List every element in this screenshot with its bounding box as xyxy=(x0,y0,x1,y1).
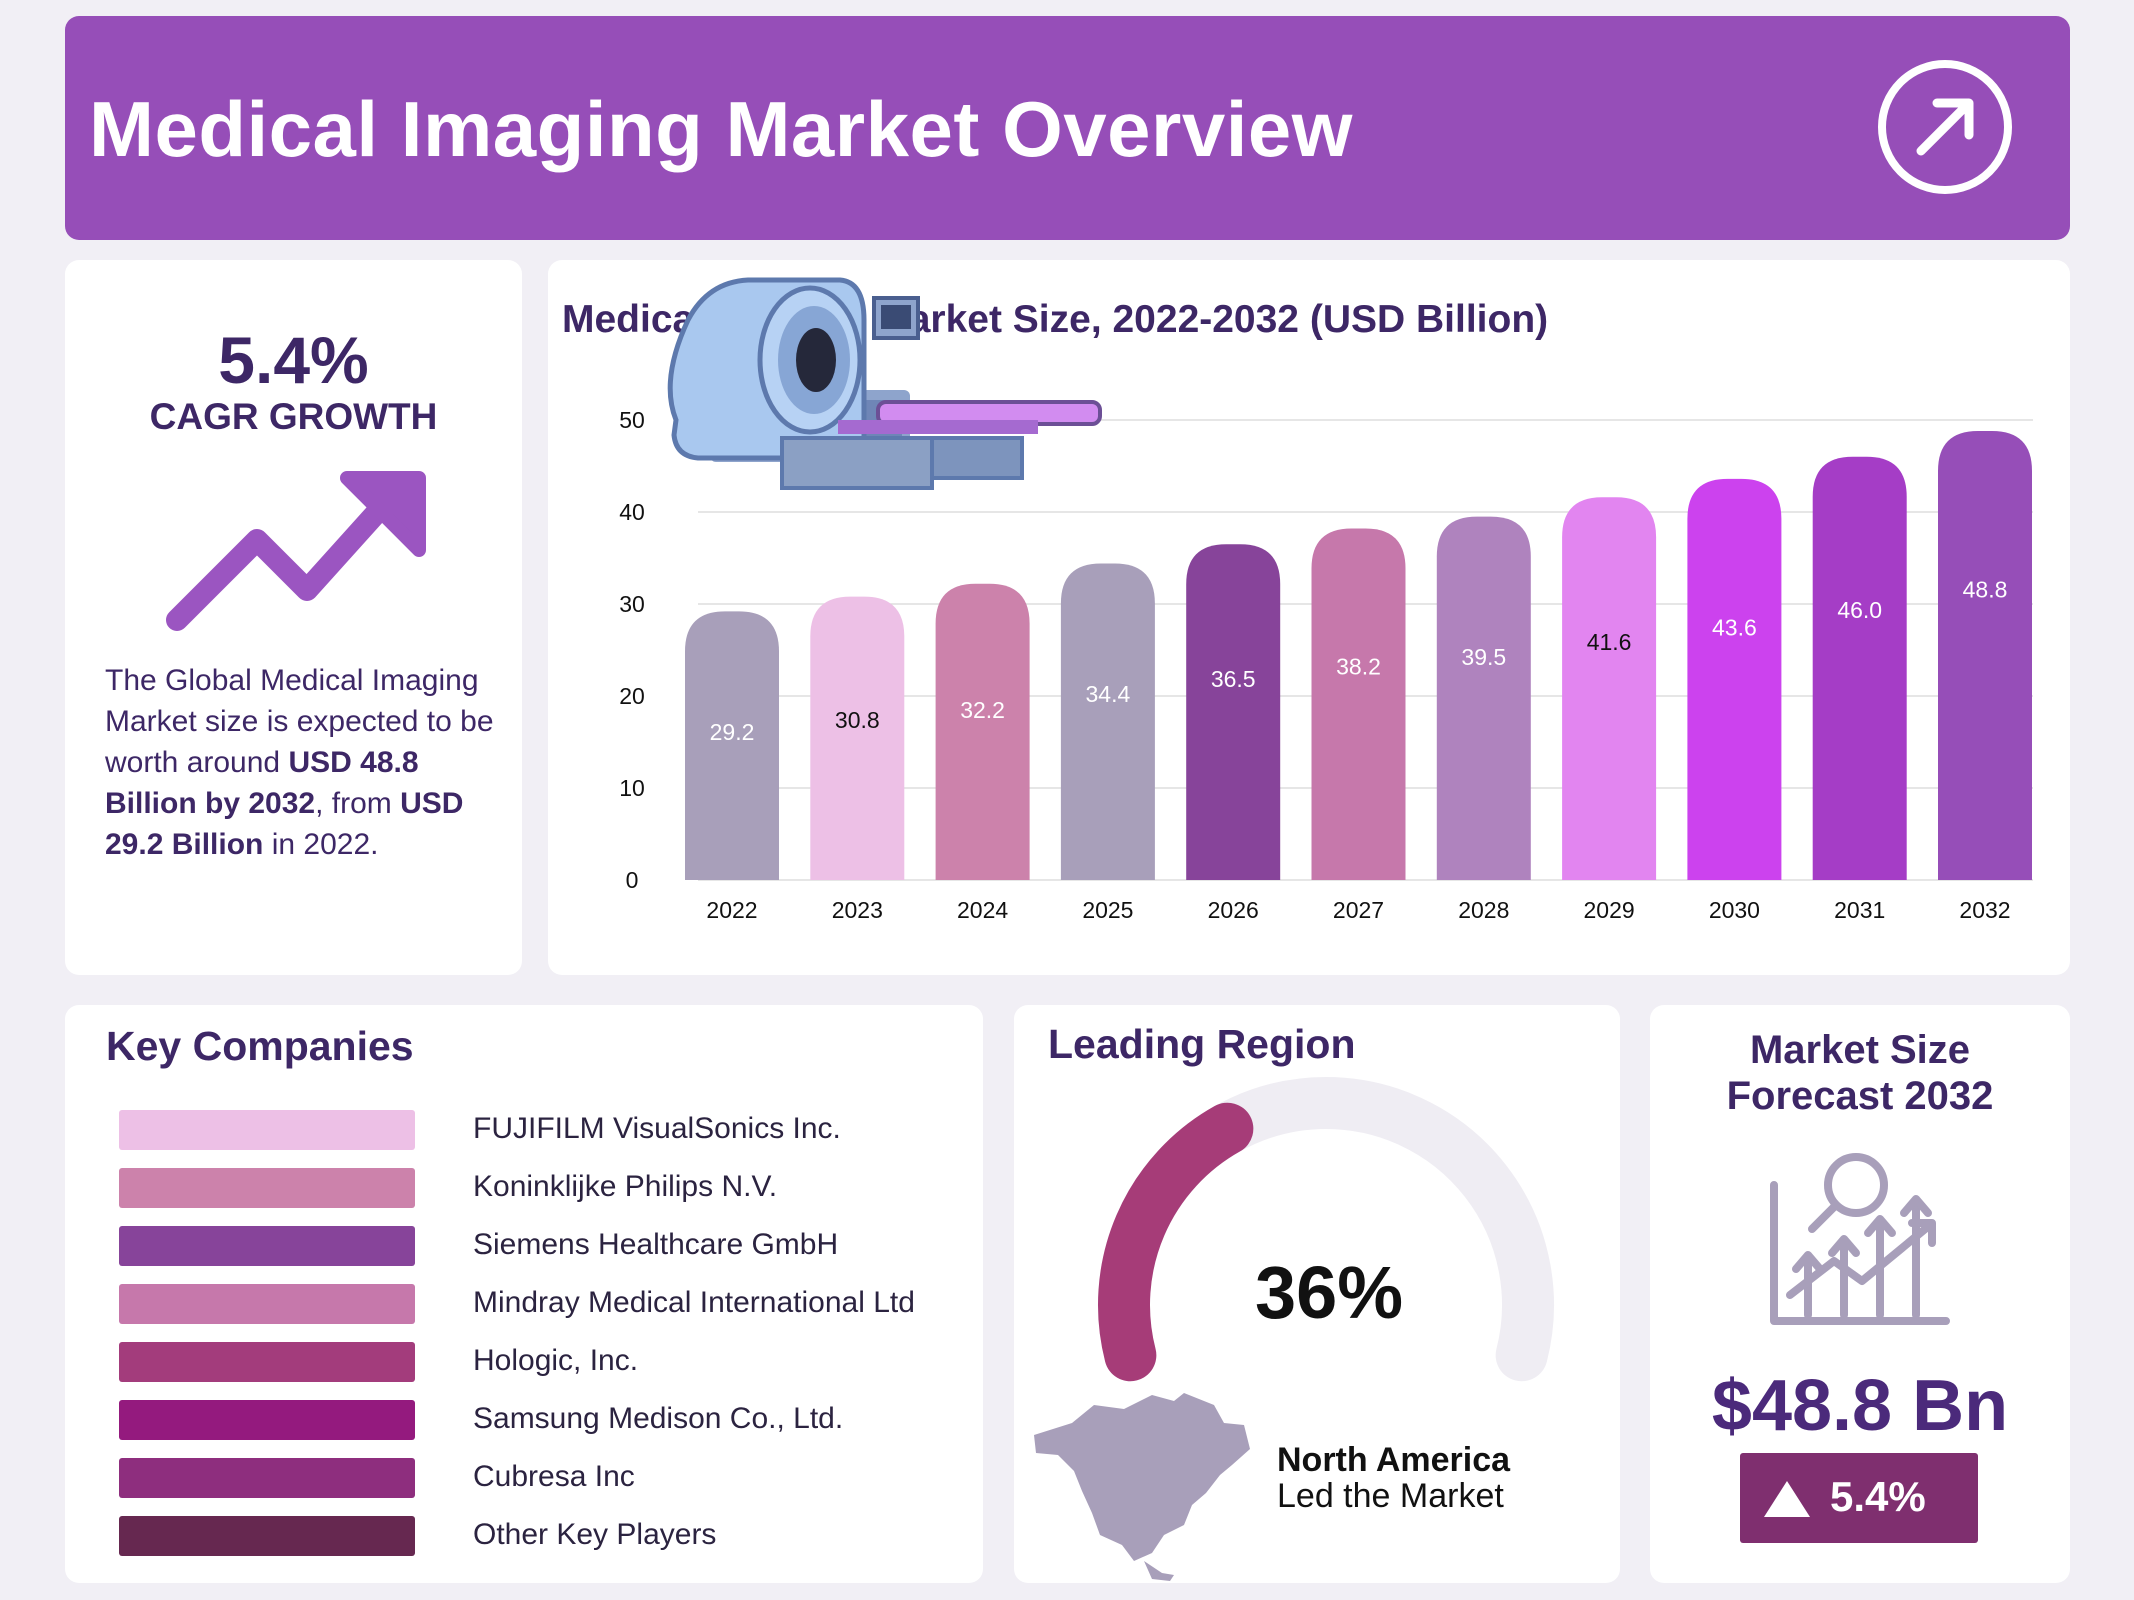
company-row: Cubresa Inc xyxy=(65,1458,983,1498)
company-name: Cubresa Inc xyxy=(473,1460,635,1493)
y-tick-label: 40 xyxy=(619,499,645,525)
companies-title: Key Companies xyxy=(106,1023,414,1069)
company-row: FUJIFILM VisualSonics Inc. xyxy=(65,1110,983,1150)
gauge-fill xyxy=(1098,1102,1254,1382)
company-color-bar xyxy=(119,1226,415,1266)
x-tick-label: 2027 xyxy=(1333,897,1384,923)
company-color-bar xyxy=(119,1110,415,1150)
bar-2023 xyxy=(810,596,905,880)
company-color-bar xyxy=(119,1458,415,1498)
badge-value: 5.4% xyxy=(1830,1473,1926,1520)
company-row: Other Key Players xyxy=(65,1516,983,1556)
data-label-2022: 29.2 xyxy=(710,719,755,745)
bar-2031 xyxy=(1812,456,1907,880)
trend-up-arrow-icon xyxy=(166,471,426,631)
growth-badge: 5.4% xyxy=(1740,1453,1978,1543)
region-title: Leading Region xyxy=(1048,1021,1356,1067)
y-tick-label: 20 xyxy=(619,683,645,709)
bar-2025 xyxy=(1060,563,1155,880)
y-tick-label: 30 xyxy=(619,591,645,617)
cagr-card: 5.4% CAGR GROWTH The Global Medical Imag… xyxy=(65,260,522,975)
x-tick-label: 2023 xyxy=(832,897,883,923)
header-banner: Medical Imaging Market Overview xyxy=(65,16,2070,240)
data-label-2025: 34.4 xyxy=(1086,681,1131,707)
company-name: Samsung Medison Co., Ltd. xyxy=(473,1402,844,1435)
x-tick-label: 2032 xyxy=(1959,897,2010,923)
x-tick-label: 2029 xyxy=(1584,897,1635,923)
bar-2030 xyxy=(1687,478,1782,880)
data-label-2026: 36.5 xyxy=(1211,666,1256,692)
company-row: Mindray Medical International Ltd xyxy=(65,1284,983,1324)
market-size-chart-card: Medical Imaging Market Size, 2022-2032 (… xyxy=(548,260,2070,975)
x-tick-label: 2026 xyxy=(1208,897,1259,923)
company-row: Hologic, Inc. xyxy=(65,1342,983,1382)
data-label-2027: 38.2 xyxy=(1336,653,1381,679)
x-tick-label: 2028 xyxy=(1458,897,1509,923)
company-name: Mindray Medical International Ltd xyxy=(473,1286,915,1319)
north-america-map-icon xyxy=(1034,1393,1250,1581)
forecast-title: Market Size Forecast 2032 xyxy=(1726,1028,1994,1118)
company-color-bar xyxy=(119,1400,415,1440)
cagr-value: 5.4% xyxy=(218,323,369,397)
forecast-card: Market Size Forecast 2032 $48.8 Bn 5.4% xyxy=(1650,1005,2070,1583)
company-color-bar xyxy=(119,1168,415,1208)
y-tick-label: 10 xyxy=(619,775,645,801)
data-label-2031: 46.0 xyxy=(1837,597,1882,623)
company-color-bar xyxy=(119,1516,415,1556)
forecast-value: $48.8 Bn xyxy=(1711,1366,2009,1446)
company-color-bar xyxy=(119,1284,415,1324)
cagr-description: The Global Medical Imaging Market size i… xyxy=(105,664,494,861)
company-row: Koninklijke Philips N.V. xyxy=(65,1168,983,1208)
bar-2028 xyxy=(1436,516,1531,880)
data-label-2023: 30.8 xyxy=(835,707,880,733)
x-tick-label: 2030 xyxy=(1709,897,1760,923)
company-color-bar xyxy=(119,1342,415,1382)
magnifier-growth-chart-icon xyxy=(1770,1153,1950,1325)
x-tick-label: 2022 xyxy=(706,897,757,923)
bar-2022 xyxy=(685,611,779,880)
company-name: Hologic, Inc. xyxy=(473,1344,639,1377)
data-label-2024: 32.2 xyxy=(960,697,1005,723)
mri-scanner-icon xyxy=(667,277,1102,490)
bar-2026 xyxy=(1186,544,1281,880)
data-label-2028: 39.5 xyxy=(1461,644,1506,670)
arrow-up-right-circle-icon[interactable] xyxy=(1875,57,2015,197)
page-title: Medical Imaging Market Overview xyxy=(89,85,1353,173)
company-name: Koninklijke Philips N.V. xyxy=(473,1170,778,1203)
triangle-up-icon xyxy=(1764,1481,1810,1517)
company-name: Siemens Healthcare GmbH xyxy=(473,1228,839,1261)
region-percent: 36% xyxy=(1254,1251,1404,1334)
x-tick-label: 2031 xyxy=(1834,897,1885,923)
bar-2027 xyxy=(1311,528,1406,880)
cagr-label: CAGR GROWTH xyxy=(149,396,438,437)
data-label-2032: 48.8 xyxy=(1963,577,2008,603)
region-name: North America xyxy=(1277,1441,1511,1479)
company-name: FUJIFILM VisualSonics Inc. xyxy=(473,1112,841,1145)
region-gauge xyxy=(1034,1077,1554,1581)
key-companies-card: Key Companies FUJIFILM VisualSonics Inc.… xyxy=(65,1005,983,1583)
bar-2029 xyxy=(1562,497,1657,880)
company-row: Siemens Healthcare GmbH xyxy=(65,1226,983,1266)
data-label-2030: 43.6 xyxy=(1712,614,1757,640)
bar-2024 xyxy=(935,583,1030,880)
company-name: Other Key Players xyxy=(473,1518,717,1551)
company-row: Samsung Medison Co., Ltd. xyxy=(65,1400,983,1440)
y-tick-label: 0 xyxy=(626,867,639,893)
y-tick-label: 50 xyxy=(619,407,645,433)
x-tick-label: 2024 xyxy=(957,897,1008,923)
data-label-2029: 41.6 xyxy=(1587,629,1632,655)
region-subtitle: Led the Market xyxy=(1277,1477,1504,1515)
bar-2032 xyxy=(1938,431,2032,880)
leading-region-card: Leading Region 36% North America Led the… xyxy=(1014,1005,1620,1583)
x-tick-label: 2025 xyxy=(1082,897,1133,923)
